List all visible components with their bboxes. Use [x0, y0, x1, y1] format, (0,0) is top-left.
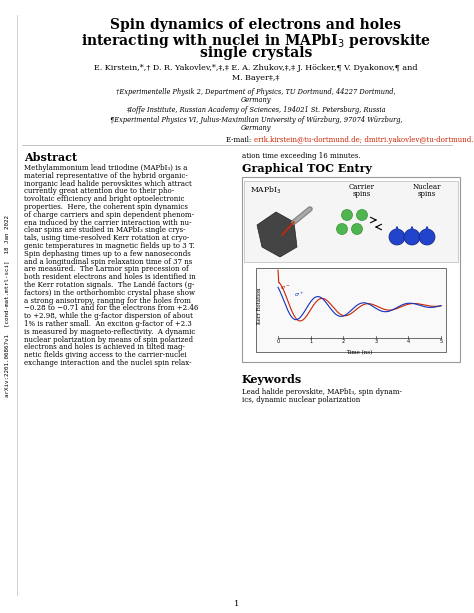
- Text: the Kerr rotation signals.  The Landé factors (g-: the Kerr rotation signals. The Landé fac…: [24, 281, 194, 289]
- Text: ¶Experimental Physics VI, Julius-Maximilian University of Würzburg, 97074 Würzbu: ¶Experimental Physics VI, Julius-Maximil…: [109, 116, 402, 124]
- Text: clear spins are studied in MAPbI₃ single crys-: clear spins are studied in MAPbI₃ single…: [24, 226, 185, 234]
- Text: factors) in the orthorhombic crystal phase show: factors) in the orthorhombic crystal pha…: [24, 289, 195, 297]
- Circle shape: [419, 229, 435, 245]
- Circle shape: [341, 210, 353, 221]
- Text: erik.kirstein@tu-dortmund.de; dmitri.yakovlev@tu-dortmund.de: erik.kirstein@tu-dortmund.de; dmitri.yak…: [254, 136, 474, 144]
- Text: of charge carriers and spin dependent phenom-: of charge carriers and spin dependent ph…: [24, 211, 194, 219]
- Text: Methylammonium lead triiodine (MAPbI₃) is a: Methylammonium lead triiodine (MAPbI₃) i…: [24, 164, 187, 172]
- Text: netic fields giving access to the carrier-nuclei: netic fields giving access to the carrie…: [24, 351, 187, 359]
- Text: currently great attention due to their pho-: currently great attention due to their p…: [24, 188, 174, 196]
- Text: interacting with nuclei in MAPbI$_3$ perovskite: interacting with nuclei in MAPbI$_3$ per…: [81, 32, 431, 50]
- Text: Abstract: Abstract: [24, 152, 77, 163]
- Text: arXiv:2201.06867v1  [cond-mat.mtrl-sci]  18 Jan 2022: arXiv:2201.06867v1 [cond-mat.mtrl-sci] 1…: [4, 215, 9, 397]
- Bar: [256, 268, 446, 352]
- Text: $\sigma^+$: $\sigma^+$: [294, 291, 304, 299]
- Text: and a longitudinal spin relaxation time of 37 ns: and a longitudinal spin relaxation time …: [24, 257, 192, 265]
- Text: inorganic lead halide perovskites which attract: inorganic lead halide perovskites which …: [24, 180, 192, 188]
- Text: 1% is rather small.  An exciton g-factor of +2.3: 1% is rather small. An exciton g-factor …: [24, 320, 192, 328]
- Text: M. Bayer‡,‡: M. Bayer‡,‡: [232, 74, 280, 82]
- Text: is measured by magneto-reflectivity.  A dynamic: is measured by magneto-reflectivity. A d…: [24, 328, 195, 336]
- Circle shape: [404, 229, 420, 245]
- Text: electrons and holes is achieved in tilted mag-: electrons and holes is achieved in tilte…: [24, 343, 185, 351]
- Text: 1: 1: [234, 600, 240, 608]
- Text: Keywords: Keywords: [242, 374, 302, 385]
- Text: ation time exceeding 16 minutes.: ation time exceeding 16 minutes.: [242, 152, 361, 160]
- Text: 4: 4: [407, 339, 410, 344]
- Text: nuclear polarization by means of spin polarized: nuclear polarization by means of spin po…: [24, 335, 193, 344]
- Bar: [242, 177, 460, 362]
- Circle shape: [352, 224, 363, 235]
- Text: are measured.  The Larmor spin precession of: are measured. The Larmor spin precession…: [24, 265, 189, 273]
- Text: to +2.98, while the g-factor dispersion of about: to +2.98, while the g-factor dispersion …: [24, 312, 193, 320]
- Circle shape: [356, 210, 367, 221]
- Bar: [244, 181, 458, 262]
- Text: properties.  Here, the coherent spin dynamics: properties. Here, the coherent spin dyna…: [24, 203, 188, 211]
- Text: genic temperatures in magnetic fields up to 3 T.: genic temperatures in magnetic fields up…: [24, 242, 195, 250]
- Circle shape: [389, 229, 405, 245]
- Text: spins: spins: [418, 190, 436, 198]
- Text: ics, dynamic nuclear polarization: ics, dynamic nuclear polarization: [242, 396, 360, 404]
- Text: Nuclear: Nuclear: [413, 183, 441, 191]
- Text: Spin dynamics of electrons and holes: Spin dynamics of electrons and holes: [110, 18, 401, 32]
- Text: MAPbI$_3$: MAPbI$_3$: [250, 185, 282, 197]
- Text: ‡Ioffe Institute, Russian Academy of Sciences, 194021 St. Petersburg, Russia: ‡Ioffe Institute, Russian Academy of Sci…: [126, 106, 386, 114]
- Text: 3: 3: [374, 339, 377, 344]
- Text: 2: 2: [342, 339, 345, 344]
- Text: E-mail:: E-mail:: [227, 136, 254, 144]
- Text: −0.28 to −0.71 and for the electrons from +2.46: −0.28 to −0.71 and for the electrons fro…: [24, 305, 199, 313]
- Text: ena induced by the carrier interaction with nu-: ena induced by the carrier interaction w…: [24, 219, 191, 227]
- Polygon shape: [257, 212, 297, 257]
- Text: Graphical TOC Entry: Graphical TOC Entry: [242, 163, 372, 174]
- Text: exchange interaction and the nuclei spin relax-: exchange interaction and the nuclei spin…: [24, 359, 191, 367]
- Text: tals, using time-resolved Kerr rotation at cryo-: tals, using time-resolved Kerr rotation …: [24, 234, 189, 242]
- Text: a strong anisotropy, ranging for the holes from: a strong anisotropy, ranging for the hol…: [24, 297, 191, 305]
- Text: Spin dephasing times up to a few nanoseconds: Spin dephasing times up to a few nanosec…: [24, 250, 191, 258]
- Text: both resident electrons and holes is identified in: both resident electrons and holes is ide…: [24, 273, 196, 281]
- Text: Germany: Germany: [241, 96, 271, 104]
- Text: tovoltaic efficiency and bright optoelectronic: tovoltaic efficiency and bright optoelec…: [24, 195, 184, 203]
- Text: Carrier: Carrier: [349, 183, 375, 191]
- Text: 1: 1: [309, 339, 312, 344]
- Text: 0: 0: [276, 339, 280, 344]
- Text: Germany: Germany: [241, 124, 271, 132]
- Text: Kerr Rotation: Kerr Rotation: [257, 287, 263, 324]
- Text: E. Kirstein,*,† D. R. Yakovlev,*,‡,‡ E. A. Zhukov,‡,‡ J. Höcker,¶ V. Dyakonov,¶ : E. Kirstein,*,† D. R. Yakovlev,*,‡,‡ E. …: [94, 64, 418, 72]
- Text: material representative of the hybrid organic-: material representative of the hybrid or…: [24, 172, 188, 180]
- Text: single crystals: single crystals: [200, 46, 312, 60]
- Text: 5: 5: [439, 339, 443, 344]
- Text: Time (ns): Time (ns): [346, 350, 373, 355]
- Text: $\sigma^-$: $\sigma^-$: [280, 284, 290, 292]
- Text: Lead halide perovskite, MAPbI₃, spin dynam-: Lead halide perovskite, MAPbI₃, spin dyn…: [242, 388, 402, 396]
- Text: †Experimentelle Physik 2, Department of Physics, TU Dortmund, 44227 Dortmund,: †Experimentelle Physik 2, Department of …: [116, 88, 396, 96]
- Circle shape: [337, 224, 347, 235]
- Text: spins: spins: [353, 190, 371, 198]
